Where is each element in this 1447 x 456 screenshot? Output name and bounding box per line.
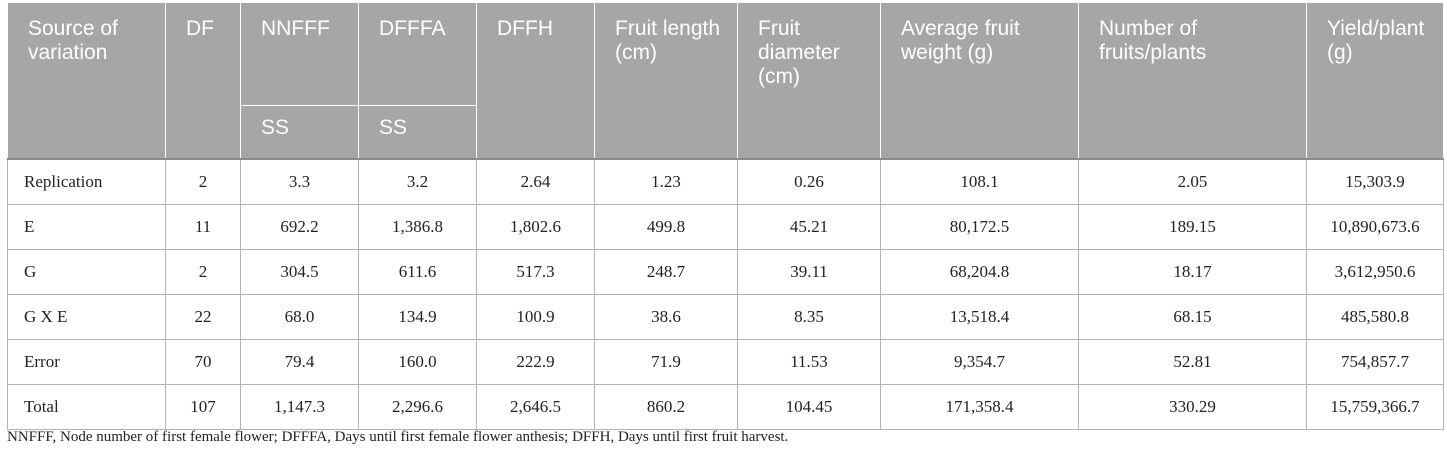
cell-dffh: 2.64	[476, 158, 595, 205]
cell-average-fruit-weight: 108.1	[880, 158, 1079, 205]
cell-average-fruit-weight: 171,358.4	[880, 384, 1079, 430]
cell-df: 2	[165, 158, 241, 205]
cell-source: E	[7, 204, 166, 250]
cell-source: Total	[7, 384, 166, 430]
cell-yield-per-plant: 15,303.9	[1306, 158, 1444, 205]
header-ss-nnfff: SS	[240, 105, 359, 160]
table-body: Replication 2 3.3 3.2 2.64 1.23 0.26 108.1 2.05 1…	[7, 158, 1444, 430]
cell-dffh: 517.3	[476, 249, 595, 295]
cell-dffh: 2,646.5	[476, 384, 595, 430]
cell-fruit-length: 71.9	[594, 339, 738, 385]
cell-nnfff: 304.5	[240, 249, 359, 295]
cell-dffh: 1,802.6	[476, 204, 595, 250]
header-nnfff: NNFFF	[240, 2, 359, 106]
cell-dffh: 222.9	[476, 339, 595, 385]
cell-df: 2	[165, 249, 241, 295]
cell-dfffa: 2,296.6	[358, 384, 477, 430]
cell-dfffa: 3.2	[358, 158, 477, 205]
cell-fruit-diameter: 0.26	[737, 158, 881, 205]
cell-source: Error	[7, 339, 166, 385]
cell-nnfff: 68.0	[240, 294, 359, 340]
table-row: G 2 304.5 611.6 517.3 248.7 39.11 68,204.8 18.17…	[7, 249, 1444, 295]
cell-fruit-length: 248.7	[594, 249, 738, 295]
cell-source: Replication	[7, 158, 166, 205]
cell-fruit-diameter: 104.45	[737, 384, 881, 430]
header-fruit-length: Fruit length (cm)	[594, 2, 738, 160]
cell-fruit-diameter: 39.11	[737, 249, 881, 295]
cell-average-fruit-weight: 9,354.7	[880, 339, 1079, 385]
cell-df: 11	[165, 204, 241, 250]
header-dffh: DFFH	[476, 2, 595, 160]
cell-fruit-diameter: 8.35	[737, 294, 881, 340]
cell-number-of-fruits: 18.17	[1078, 249, 1307, 295]
cell-df: 107	[165, 384, 241, 430]
header-ss-dfffa: SS	[358, 105, 477, 160]
cell-dfffa: 134.9	[358, 294, 477, 340]
cell-nnfff: 3.3	[240, 158, 359, 205]
cell-yield-per-plant: 15,759,366.7	[1306, 384, 1444, 430]
cell-yield-per-plant: 10,890,673.6	[1306, 204, 1444, 250]
cell-nnfff: 79.4	[240, 339, 359, 385]
cell-dffh: 100.9	[476, 294, 595, 340]
header-source: Source of variation	[7, 2, 166, 160]
cell-df: 70	[165, 339, 241, 385]
cell-fruit-length: 38.6	[594, 294, 738, 340]
cell-yield-per-plant: 3,612,950.6	[1306, 249, 1444, 295]
header-yield-per-plant: Yield/plant (g)	[1306, 2, 1444, 160]
table-footnote: NNFFF, Node number of first female flowe…	[7, 429, 789, 445]
cell-number-of-fruits: 330.29	[1078, 384, 1307, 430]
cell-fruit-length: 499.8	[594, 204, 738, 250]
cell-nnfff: 1,147.3	[240, 384, 359, 430]
table-row: Error 70 79.4 160.0 222.9 71.9 11.53 9,354.7 52.…	[7, 339, 1444, 385]
cell-number-of-fruits: 68.15	[1078, 294, 1307, 340]
cell-number-of-fruits: 189.15	[1078, 204, 1307, 250]
cell-average-fruit-weight: 80,172.5	[880, 204, 1079, 250]
cell-fruit-length: 1.23	[594, 158, 738, 205]
table-row: G X E 22 68.0 134.9 100.9 38.6 8.35 13,518.4 68.…	[7, 294, 1444, 340]
cell-yield-per-plant: 754,857.7	[1306, 339, 1444, 385]
table-row: Total 107 1,147.3 2,296.6 2,646.5 860.2 104.45…	[7, 384, 1444, 430]
cell-fruit-diameter: 45.21	[737, 204, 881, 250]
cell-average-fruit-weight: 68,204.8	[880, 249, 1079, 295]
cell-average-fruit-weight: 13,518.4	[880, 294, 1079, 340]
table-row: Replication 2 3.3 3.2 2.64 1.23 0.26 108.1 2.05 1…	[7, 158, 1444, 205]
header-fruit-diameter: Fruit diameter (cm)	[737, 2, 881, 160]
cell-fruit-length: 860.2	[594, 384, 738, 430]
cell-number-of-fruits: 2.05	[1078, 158, 1307, 205]
header-dfffa: DFFFA	[358, 2, 477, 106]
cell-df: 22	[165, 294, 241, 340]
cell-source: G X E	[7, 294, 166, 340]
table-row: E 11 692.2 1,386.8 1,802.6 499.8 45.21 80,172.5…	[7, 204, 1444, 250]
header-df: DF	[165, 2, 241, 160]
header-number-of-fruits: Number of fruits/plants	[1078, 2, 1307, 160]
cell-source: G	[7, 249, 166, 295]
cell-nnfff: 692.2	[240, 204, 359, 250]
cell-fruit-diameter: 11.53	[737, 339, 881, 385]
cell-dfffa: 1,386.8	[358, 204, 477, 250]
cell-yield-per-plant: 485,580.8	[1306, 294, 1444, 340]
cell-dfffa: 611.6	[358, 249, 477, 295]
header-average-fruit-weight: Average fruit weight (g)	[880, 2, 1079, 160]
cell-number-of-fruits: 52.81	[1078, 339, 1307, 385]
cell-dfffa: 160.0	[358, 339, 477, 385]
anova-table: Source of variation DF NNFFF DFFFA DFFH …	[7, 2, 1444, 430]
